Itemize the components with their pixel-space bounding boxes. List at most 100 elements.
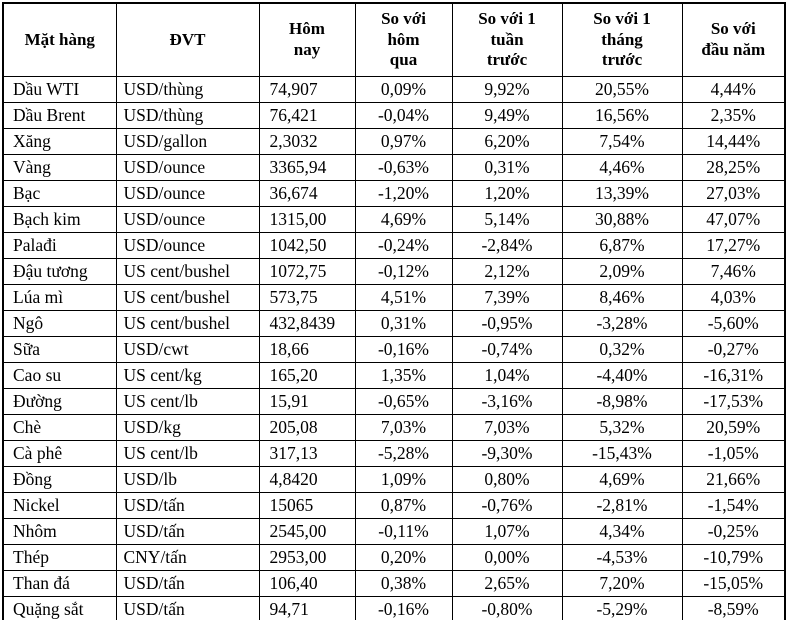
table-header: Mặt hàng ĐVT Hôm nay So với hôm qua So v… xyxy=(2,2,786,77)
cell-commodity-name: Đường xyxy=(2,388,117,415)
cell-vs-yesterday: 0,97% xyxy=(354,128,453,155)
table-row: Vàng USD/ounce 3365,94 -0,63% 0,31% 4,46… xyxy=(2,154,786,181)
column-header-vs-week: So với 1 tuần trước xyxy=(451,2,563,77)
table-row: Nickel USD/tấn 15065 0,87% -0,76% -2,81%… xyxy=(2,492,786,519)
cell-unit: USD/ounce xyxy=(115,154,260,181)
cell-unit: USD/ounce xyxy=(115,180,260,207)
cell-unit: US cent/bushel xyxy=(115,258,260,285)
cell-unit: USD/gallon xyxy=(115,128,260,155)
cell-vs-month: 2,09% xyxy=(561,258,683,285)
cell-today-price: 94,71 xyxy=(258,596,356,620)
column-header-commodity: Mặt hàng xyxy=(2,2,117,77)
cell-vs-month: 4,69% xyxy=(561,466,683,493)
cell-vs-week: 7,39% xyxy=(451,284,563,311)
cell-vs-ytd: 2,35% xyxy=(681,102,786,129)
cell-vs-month: 20,55% xyxy=(561,76,683,103)
cell-vs-month: 7,54% xyxy=(561,128,683,155)
cell-today-price: 1042,50 xyxy=(258,232,356,259)
cell-vs-month: -4,53% xyxy=(561,544,683,571)
cell-commodity-name: Cà phê xyxy=(2,440,117,467)
cell-vs-ytd: 7,46% xyxy=(681,258,786,285)
cell-vs-month: -3,28% xyxy=(561,310,683,337)
cell-today-price: 573,75 xyxy=(258,284,356,311)
cell-vs-yesterday: -0,65% xyxy=(354,388,453,415)
cell-commodity-name: Đồng xyxy=(2,466,117,493)
cell-vs-yesterday: 0,31% xyxy=(354,310,453,337)
cell-vs-week: 6,20% xyxy=(451,128,563,155)
cell-vs-ytd: 21,66% xyxy=(681,466,786,493)
cell-vs-ytd: 17,27% xyxy=(681,232,786,259)
table-row: Nhôm USD/tấn 2545,00 -0,11% 1,07% 4,34% … xyxy=(2,518,786,545)
cell-vs-yesterday: 4,69% xyxy=(354,206,453,233)
cell-vs-ytd: 14,44% xyxy=(681,128,786,155)
cell-vs-week: -0,80% xyxy=(451,596,563,620)
cell-vs-ytd: -5,60% xyxy=(681,310,786,337)
cell-vs-yesterday: 1,09% xyxy=(354,466,453,493)
cell-vs-yesterday: -1,20% xyxy=(354,180,453,207)
cell-vs-yesterday: 0,09% xyxy=(354,76,453,103)
cell-today-price: 36,674 xyxy=(258,180,356,207)
cell-vs-week: -0,74% xyxy=(451,336,563,363)
cell-vs-ytd: 27,03% xyxy=(681,180,786,207)
cell-today-price: 2545,00 xyxy=(258,518,356,545)
cell-unit: USD/tấn xyxy=(115,518,260,545)
cell-vs-yesterday: 0,20% xyxy=(354,544,453,571)
cell-vs-week: 2,12% xyxy=(451,258,563,285)
cell-unit: USD/lb xyxy=(115,466,260,493)
cell-vs-yesterday: 4,51% xyxy=(354,284,453,311)
cell-today-price: 15065 xyxy=(258,492,356,519)
cell-vs-yesterday: -0,04% xyxy=(354,102,453,129)
cell-vs-week: 9,49% xyxy=(451,102,563,129)
table-row: Cao su US cent/kg 165,20 1,35% 1,04% -4,… xyxy=(2,362,786,389)
cell-vs-month: 5,32% xyxy=(561,414,683,441)
cell-vs-yesterday: -0,16% xyxy=(354,336,453,363)
cell-vs-ytd: -16,31% xyxy=(681,362,786,389)
cell-vs-month: -15,43% xyxy=(561,440,683,467)
table-row: Xăng USD/gallon 2,3032 0,97% 6,20% 7,54%… xyxy=(2,128,786,155)
cell-vs-week: 9,92% xyxy=(451,76,563,103)
cell-today-price: 76,421 xyxy=(258,102,356,129)
cell-commodity-name: Lúa mì xyxy=(2,284,117,311)
cell-vs-week: 0,80% xyxy=(451,466,563,493)
cell-unit: US cent/kg xyxy=(115,362,260,389)
cell-vs-week: -9,30% xyxy=(451,440,563,467)
column-header-vs-month: So với 1 tháng trước xyxy=(561,2,683,77)
cell-vs-month: 13,39% xyxy=(561,180,683,207)
cell-unit: USD/tấn xyxy=(115,596,260,620)
cell-vs-ytd: 4,03% xyxy=(681,284,786,311)
cell-commodity-name: Xăng xyxy=(2,128,117,155)
cell-unit: CNY/tấn xyxy=(115,544,260,571)
cell-vs-ytd: -8,59% xyxy=(681,596,786,620)
table-row: Thép CNY/tấn 2953,00 0,20% 0,00% -4,53% … xyxy=(2,544,786,571)
table-row: Đồng USD/lb 4,8420 1,09% 0,80% 4,69% 21,… xyxy=(2,466,786,493)
cell-today-price: 205,08 xyxy=(258,414,356,441)
table-body: Dầu WTI USD/thùng 74,907 0,09% 9,92% 20,… xyxy=(2,76,786,620)
cell-vs-yesterday: -5,28% xyxy=(354,440,453,467)
cell-vs-ytd: -0,25% xyxy=(681,518,786,545)
table-row: Palađi USD/ounce 1042,50 -0,24% -2,84% 6… xyxy=(2,232,786,259)
cell-vs-yesterday: -0,11% xyxy=(354,518,453,545)
cell-today-price: 15,91 xyxy=(258,388,356,415)
cell-today-price: 1072,75 xyxy=(258,258,356,285)
table-row: Đường US cent/lb 15,91 -0,65% -3,16% -8,… xyxy=(2,388,786,415)
table-row: Dầu WTI USD/thùng 74,907 0,09% 9,92% 20,… xyxy=(2,76,786,103)
header-row: Mặt hàng ĐVT Hôm nay So với hôm qua So v… xyxy=(2,2,786,77)
cell-today-price: 106,40 xyxy=(258,570,356,597)
table-row: Than đá USD/tấn 106,40 0,38% 2,65% 7,20%… xyxy=(2,570,786,597)
cell-commodity-name: Cao su xyxy=(2,362,117,389)
cell-unit: USD/tấn xyxy=(115,570,260,597)
cell-vs-ytd: -15,05% xyxy=(681,570,786,597)
table-row: Bạch kim USD/ounce 1315,00 4,69% 5,14% 3… xyxy=(2,206,786,233)
cell-vs-ytd: -17,53% xyxy=(681,388,786,415)
cell-vs-ytd: -10,79% xyxy=(681,544,786,571)
cell-vs-ytd: -1,54% xyxy=(681,492,786,519)
cell-commodity-name: Ngô xyxy=(2,310,117,337)
cell-unit: USD/thùng xyxy=(115,102,260,129)
cell-today-price: 4,8420 xyxy=(258,466,356,493)
cell-vs-week: 7,03% xyxy=(451,414,563,441)
column-header-unit: ĐVT xyxy=(115,2,260,77)
cell-vs-week: 1,04% xyxy=(451,362,563,389)
column-header-vs-ytd: So với đầu năm xyxy=(681,2,786,77)
cell-today-price: 432,8439 xyxy=(258,310,356,337)
